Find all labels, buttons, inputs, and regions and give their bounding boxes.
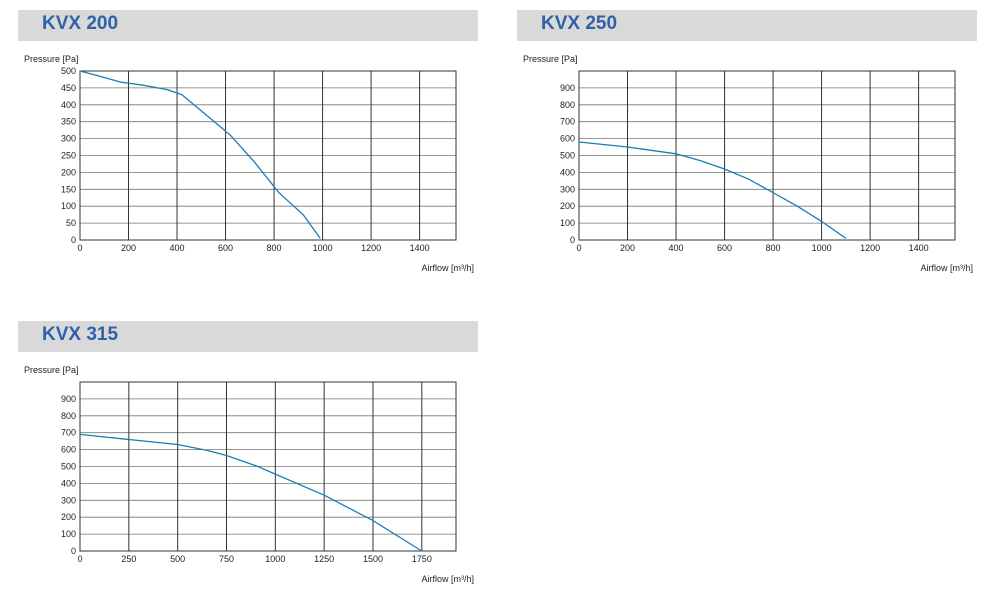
- chart-title: KVX 200: [42, 13, 119, 34]
- y-tick-label: 900: [560, 83, 575, 93]
- x-tick-label: 1400: [410, 243, 430, 253]
- chart-title: KVX 250: [541, 13, 618, 34]
- performance-curve: [578, 141, 847, 239]
- x-tick-label: 200: [620, 243, 635, 253]
- chart-title-band: KVX 315: [18, 321, 478, 352]
- x-tick-label: 250: [121, 554, 136, 564]
- y-tick-label: 600: [61, 445, 76, 455]
- x-tick-label: 1500: [363, 554, 383, 564]
- y-tick-label: 700: [560, 117, 575, 127]
- y-tick-label: 200: [61, 167, 76, 177]
- y-tick-label: 700: [61, 428, 76, 438]
- y-tick-label: 100: [61, 201, 76, 211]
- chart-panel-kvx-315: KVX 315 Pressure [Pa] 0 100 200 300 400 500 60…: [18, 321, 478, 601]
- x-tick-label: 1200: [860, 243, 880, 253]
- x-tick-label: 1400: [909, 243, 929, 253]
- performance-curve: [79, 433, 423, 552]
- y-tick-label: 0: [71, 235, 76, 245]
- x-tick-label: 800: [766, 243, 781, 253]
- plot-frame: [79, 70, 457, 241]
- y-tick-label: 150: [61, 184, 76, 194]
- y-tick-label: 900: [61, 394, 76, 404]
- plot-frame: [578, 70, 956, 241]
- y-tick-label: 100: [61, 529, 76, 539]
- x-tick-label: 1250: [314, 554, 334, 564]
- x-tick-label: 0: [576, 243, 581, 253]
- x-tick-label: 1750: [412, 554, 432, 564]
- y-tick-label: 200: [61, 512, 76, 522]
- y-tick-label: 500: [61, 66, 76, 76]
- chart-plot-kvx-315: 0 100 200 300 400 500 600 700 800 900 0 250 500 750 10…: [61, 381, 457, 564]
- x-tick-label: 200: [121, 243, 136, 253]
- y-tick-label: 200: [560, 201, 575, 211]
- y-axis-label: Pressure [Pa]: [24, 365, 79, 375]
- y-tick-label: 300: [61, 134, 76, 144]
- y-tick-label: 250: [61, 151, 76, 161]
- x-tick-label: 750: [219, 554, 234, 564]
- y-tick-label: 400: [560, 167, 575, 177]
- performance-curve: [79, 70, 321, 239]
- x-tick-label: 1000: [265, 554, 285, 564]
- y-tick-label: 0: [71, 546, 76, 556]
- y-tick-label: 500: [61, 462, 76, 472]
- chart-panel-kvx-250: KVX 250 Pressure [Pa] 0 100 200 300 400 500 60…: [517, 10, 977, 290]
- x-axis-label: Airflow [m³/h]: [421, 263, 474, 273]
- y-tick-label: 100: [560, 218, 575, 228]
- y-tick-label: 350: [61, 117, 76, 127]
- x-tick-label: 800: [267, 243, 282, 253]
- x-tick-label: 600: [717, 243, 732, 253]
- y-tick-label: 600: [560, 134, 575, 144]
- x-tick-label: 1000: [313, 243, 333, 253]
- x-axis-label: Airflow [m³/h]: [421, 574, 474, 584]
- x-axis-label: Airflow [m³/h]: [920, 263, 973, 273]
- x-tick-label: 400: [669, 243, 684, 253]
- y-tick-label: 300: [61, 495, 76, 505]
- chart-plot-kvx-250: 0 100 200 300 400 500 600 700 800 900 0 200 400 600 80…: [560, 70, 956, 253]
- y-tick-label: 50: [66, 218, 76, 228]
- x-tick-label: 0: [77, 243, 82, 253]
- x-tick-label: 400: [170, 243, 185, 253]
- y-axis-label: Pressure [Pa]: [523, 54, 578, 64]
- plot-frame: [79, 381, 457, 552]
- chart-plot-kvx-200: 0 50 100 150 200 250 300 350 400 450 500 0 200 400 600…: [61, 66, 457, 253]
- y-tick-label: 300: [560, 184, 575, 194]
- y-tick-label: 500: [560, 151, 575, 161]
- y-tick-label: 800: [560, 100, 575, 110]
- x-tick-label: 1200: [361, 243, 381, 253]
- chart-title-band: KVX 250: [517, 10, 977, 41]
- x-tick-label: 0: [77, 554, 82, 564]
- y-tick-label: 400: [61, 100, 76, 110]
- x-tick-label: 600: [218, 243, 233, 253]
- y-tick-label: 400: [61, 478, 76, 488]
- chart-title-band: KVX 200: [18, 10, 478, 41]
- y-axis-label: Pressure [Pa]: [24, 54, 79, 64]
- x-tick-label: 500: [170, 554, 185, 564]
- chart-panel-kvx-200: KVX 200 Pressure [Pa] 0 50 100 150 200 250 300…: [18, 10, 478, 290]
- y-tick-label: 450: [61, 83, 76, 93]
- x-tick-label: 1000: [812, 243, 832, 253]
- chart-title: KVX 315: [42, 324, 119, 345]
- y-tick-label: 0: [570, 235, 575, 245]
- y-tick-label: 800: [61, 411, 76, 421]
